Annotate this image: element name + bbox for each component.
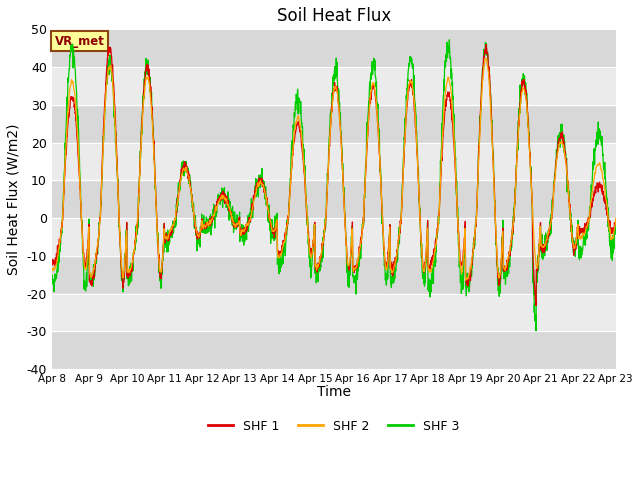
Bar xyxy=(52,143,616,180)
Bar xyxy=(52,29,616,67)
Bar xyxy=(52,294,616,331)
Text: VR_met: VR_met xyxy=(54,35,104,48)
X-axis label: Time: Time xyxy=(317,385,351,399)
Bar xyxy=(52,256,616,294)
Bar xyxy=(52,218,616,256)
Y-axis label: Soil Heat Flux (W/m2): Soil Heat Flux (W/m2) xyxy=(7,123,21,275)
Bar xyxy=(52,180,616,218)
Bar xyxy=(52,331,616,369)
Title: Soil Heat Flux: Soil Heat Flux xyxy=(276,7,391,25)
Bar xyxy=(52,105,616,143)
Bar xyxy=(52,67,616,105)
Legend: SHF 1, SHF 2, SHF 3: SHF 1, SHF 2, SHF 3 xyxy=(203,415,465,438)
